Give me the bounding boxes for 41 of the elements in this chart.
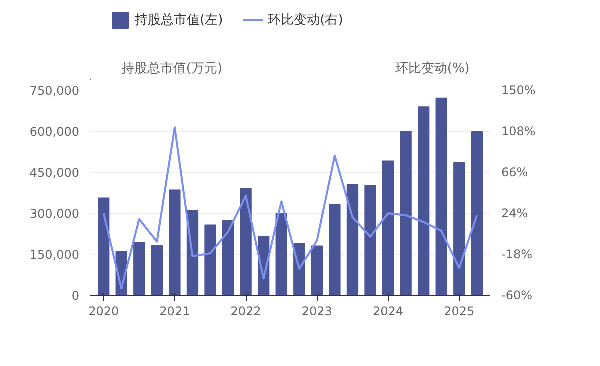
bar [454, 162, 466, 296]
x-tick-label: 2024 [373, 304, 404, 318]
bar [364, 185, 376, 296]
y2-tick-label: 150% [502, 84, 536, 98]
x-tick-label: 2025 [444, 304, 475, 318]
bar [169, 190, 181, 296]
y2-tick-label: 108% [502, 124, 536, 138]
y2-tick-label: -60% [502, 288, 533, 302]
y-tick-label: 600,000 [30, 125, 80, 139]
legend-label: 持股总市值(左) [135, 12, 224, 29]
y2-axis-title: 环比变动(%) [395, 62, 470, 76]
bar [418, 106, 430, 296]
y2-tick-label: -18% [502, 248, 533, 262]
y2-tick-label: 24% [502, 206, 528, 220]
bar [311, 246, 323, 296]
bar [382, 160, 394, 296]
bar [240, 188, 252, 296]
line-series [102, 126, 478, 290]
x-tick-label: 2020 [88, 304, 120, 318]
x-tick-label: 2021 [160, 304, 190, 318]
y-tick-label: 0 [72, 289, 80, 303]
bar [329, 204, 341, 296]
bar [134, 242, 146, 296]
bar [346, 184, 359, 296]
bar [436, 98, 448, 296]
y-tick-label: 750,000 [30, 84, 80, 98]
bar [98, 198, 110, 296]
y-tick-label: 300,000 [30, 207, 80, 221]
bar [222, 220, 234, 296]
bar [151, 245, 163, 296]
bar [276, 213, 288, 296]
y2-tick-label: 66% [502, 166, 528, 180]
y-tick-label: 450,000 [30, 166, 80, 180]
bar [204, 224, 216, 296]
x-tick-label: 2023 [302, 304, 332, 318]
x-tick-label: 2022 [230, 304, 262, 318]
bar [400, 131, 412, 296]
y-axis-title: 持股总市值(万元) [121, 62, 223, 76]
legend-label: 环比变动(右) [268, 12, 344, 29]
bar [471, 132, 483, 296]
y-tick-label: 150,000 [30, 248, 80, 262]
